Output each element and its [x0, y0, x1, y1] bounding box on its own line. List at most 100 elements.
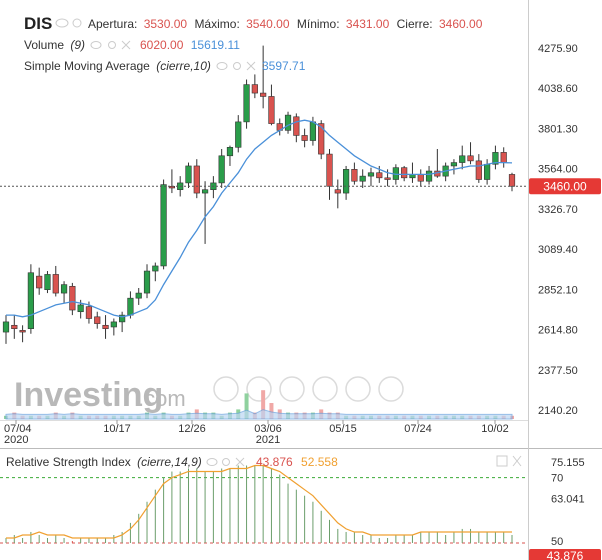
candle-body: [459, 155, 466, 163]
volume-bar: [244, 393, 249, 419]
volume-param: (9): [70, 38, 85, 52]
candle-body: [11, 324, 18, 329]
scroll-left-icon[interactable]: [213, 376, 239, 402]
candle-body: [52, 274, 59, 294]
candle-body: [500, 152, 507, 163]
svg-text:6020.00 15619.11: 6020.00 15619.11: [140, 38, 240, 52]
price-tick-label: 2140.20: [538, 405, 578, 417]
rsi-tick-label: 70: [551, 473, 563, 485]
close-label: Cierre:: [397, 17, 433, 31]
candle-body: [127, 297, 134, 316]
candle-body: [44, 274, 51, 290]
price-tick-label: 4275.90: [538, 43, 578, 55]
sma-legend-icons[interactable]: [216, 61, 256, 71]
header-icons[interactable]: [55, 18, 82, 28]
candle-body: [342, 169, 350, 194]
maximize-pane-icon[interactable]: [496, 455, 508, 467]
candle-body: [135, 292, 142, 299]
gear-icon: [233, 62, 241, 70]
candle-body: [168, 185, 176, 189]
sma-legend: Simple Moving Average (cierre,10) 3597.7…: [24, 59, 306, 73]
sma-line: [6, 119, 513, 318]
volume-value: 6020.00: [140, 38, 184, 52]
rsi-legend-icons[interactable]: [206, 457, 245, 467]
last-price-tag-text: 3460.00: [543, 179, 587, 193]
price-tick-label: 3801.30: [538, 123, 578, 135]
rsi-tick-label: 63.041: [551, 494, 585, 506]
rsi-tag: 43.876: [529, 549, 601, 560]
candle-body: [425, 170, 433, 182]
svg-text:43.876 52.558: 43.876 52.558: [256, 455, 338, 469]
candle-body: [235, 121, 242, 148]
rsi-legend: Relative Strength Index (cierre,14,9) 43…: [6, 455, 338, 469]
candle-body: [284, 114, 292, 131]
scroll-end-icon[interactable]: [378, 376, 404, 402]
time-tick-label: 03/06: [254, 423, 282, 435]
rsi-tick-label: 50: [551, 536, 563, 548]
candlesticks: [2, 45, 516, 344]
sma-value: 3597.71: [262, 59, 306, 73]
price-tick-label: 3564.00: [538, 164, 578, 176]
gear-icon: [222, 458, 230, 466]
sma-label: Simple Moving Average: [24, 59, 150, 73]
gear-icon[interactable]: [72, 18, 82, 28]
candle-body: [450, 162, 458, 167]
eye-icon: [206, 458, 218, 466]
candle-body: [143, 270, 151, 294]
candle-body: [85, 306, 93, 319]
reset-zoom-icon[interactable]: [312, 376, 338, 402]
rsi-value2: 52.558: [301, 455, 338, 469]
time-tick-year: 2020: [4, 434, 28, 446]
candle-body: [77, 304, 84, 313]
close-pane-icon[interactable]: [512, 455, 522, 467]
svg-text:Apertura: 3530.00: Apertura: 3530.00 Máximo: 3540.00 Mínimo…: [88, 17, 483, 31]
rsi-histogram: [5, 465, 513, 543]
rsi-tick-label: 75.155: [551, 457, 585, 469]
time-tick-label: 05/15: [329, 423, 357, 435]
price-tick-label: 3326.70: [538, 204, 578, 216]
candle-body: [268, 96, 275, 124]
rsi-axis: 75.155 70 63.041 50: [551, 457, 585, 548]
time-tick-label: 10/17: [103, 423, 131, 435]
candle-body: [475, 160, 482, 180]
candle-body: [193, 165, 200, 194]
sma-param: (cierre,10): [156, 59, 211, 73]
ohlc-header: DIS Apertura: 3530.00 Máximo: 3540.00 Mí…: [24, 14, 483, 33]
close-icon: [121, 40, 131, 50]
price-tick-label: 2377.50: [538, 365, 578, 377]
rsi-tag-text: 43.876: [547, 549, 584, 560]
candle-body: [102, 324, 109, 329]
candle-body: [334, 189, 341, 194]
time-tick-label: 07/04: [4, 423, 32, 435]
candle-body: [2, 321, 10, 333]
svg-text:Simple Moving Average (c: Simple Moving Average (cierre,10): [24, 59, 211, 73]
candle-body: [201, 189, 209, 194]
candle-body: [226, 147, 234, 157]
candle-body: [19, 330, 26, 333]
high-value: 3540.00: [246, 17, 290, 31]
low-value: 3431.00: [346, 17, 390, 31]
chart-nav-buttons[interactable]: [213, 376, 404, 402]
candle-body: [185, 165, 192, 184]
volume-bar: [269, 403, 274, 419]
symbol: DIS: [24, 14, 52, 33]
candle-body: [251, 84, 258, 94]
zoom-in-icon[interactable]: [246, 376, 272, 402]
price-tick-label: 2852.10: [538, 284, 578, 296]
volume-legend-icons[interactable]: [90, 40, 131, 50]
eye-icon[interactable]: [55, 18, 69, 28]
price-axis: 4275.90 4038.60 3801.30 3564.00 3326.70 3089.…: [538, 43, 578, 417]
volume-label: Volume: [24, 38, 64, 52]
watermark-brand: Investing: [14, 376, 163, 414]
scroll-right-icon[interactable]: [345, 376, 371, 402]
zoom-out-icon[interactable]: [279, 376, 305, 402]
eye-icon: [90, 41, 102, 49]
rsi-param: (cierre,14,9): [137, 455, 202, 469]
pane-controls[interactable]: [496, 455, 522, 467]
low-label: Mínimo:: [297, 17, 340, 31]
candle-body: [401, 167, 408, 179]
time-tick-year: 2021: [256, 434, 280, 446]
price-tick-label: 2614.80: [538, 325, 578, 337]
open-label: Apertura:: [88, 17, 137, 31]
watermark-suffix: .com: [138, 386, 186, 411]
